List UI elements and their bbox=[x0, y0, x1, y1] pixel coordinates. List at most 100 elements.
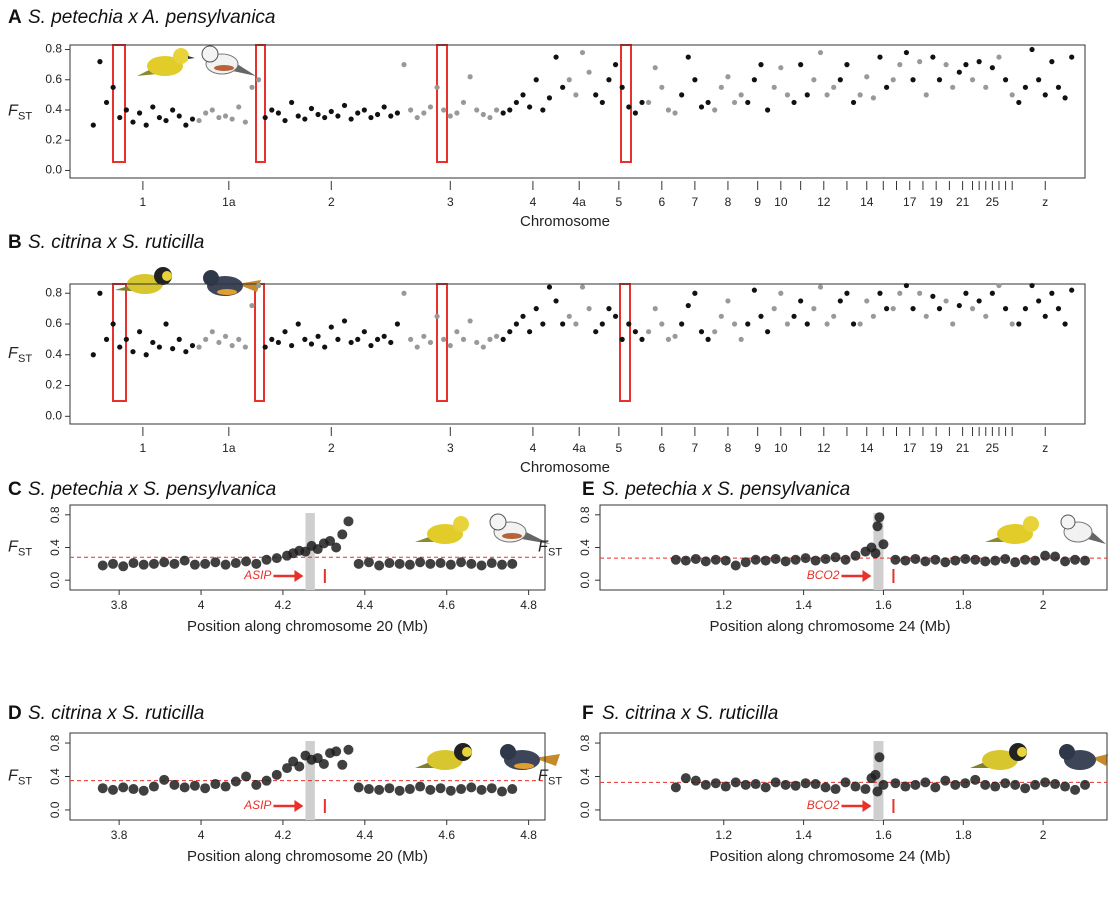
snp-point bbox=[620, 337, 625, 342]
panel-letter: E bbox=[582, 479, 595, 500]
snp-point bbox=[159, 775, 169, 785]
chromosome-label: 2 bbox=[328, 195, 335, 209]
chromosome-label: 3 bbox=[447, 441, 454, 455]
snp-point bbox=[990, 782, 1000, 792]
x-axis-label: Position along chromosome 20 (Mb) bbox=[187, 618, 428, 635]
snp-point bbox=[679, 321, 684, 326]
snp-point bbox=[1070, 785, 1080, 795]
snp-point bbox=[405, 560, 415, 570]
snp-point bbox=[1070, 555, 1080, 565]
snp-point bbox=[686, 303, 691, 308]
snp-point bbox=[163, 321, 168, 326]
snp-point bbox=[507, 329, 512, 334]
snp-point bbox=[262, 776, 272, 786]
snp-point bbox=[355, 110, 360, 115]
y-tick-label: 0.4 bbox=[578, 768, 592, 785]
snp-point bbox=[354, 782, 364, 792]
snp-point bbox=[474, 107, 479, 112]
chromosome-label: 12 bbox=[817, 195, 831, 209]
snp-point bbox=[331, 746, 341, 756]
x-tick-label: 4.2 bbox=[275, 828, 292, 842]
snp-point bbox=[721, 782, 731, 792]
snp-point bbox=[256, 77, 261, 82]
y-tick-label: 0.4 bbox=[578, 539, 592, 556]
snp-point bbox=[1036, 77, 1041, 82]
snp-point bbox=[230, 116, 235, 121]
x-axis-label: Position along chromosome 24 (Mb) bbox=[710, 618, 951, 635]
snp-point bbox=[877, 291, 882, 296]
snp-point bbox=[355, 337, 360, 342]
snp-point bbox=[216, 340, 221, 345]
snp-point bbox=[977, 59, 982, 64]
snp-point bbox=[1040, 777, 1050, 787]
snp-point bbox=[930, 294, 935, 299]
x-tick-label: 1.6 bbox=[875, 828, 892, 842]
snp-point bbox=[900, 556, 910, 566]
snp-point bbox=[466, 782, 476, 792]
y-tick-label: 0.8 bbox=[45, 285, 62, 299]
snp-point bbox=[731, 777, 741, 787]
snp-point bbox=[408, 337, 413, 342]
snp-point bbox=[924, 92, 929, 97]
snp-point bbox=[149, 782, 159, 792]
snp-point bbox=[461, 100, 466, 105]
snp-point bbox=[719, 314, 724, 319]
snp-point bbox=[1029, 47, 1034, 52]
snp-point bbox=[421, 110, 426, 115]
snp-point bbox=[163, 118, 168, 123]
snp-point bbox=[1060, 556, 1070, 566]
snp-point bbox=[996, 54, 1001, 59]
snp-point bbox=[910, 554, 920, 564]
y-axis-label-subscript: ST bbox=[18, 353, 32, 365]
snp-point bbox=[230, 343, 235, 348]
region-box bbox=[621, 45, 631, 162]
snp-point bbox=[679, 92, 684, 97]
snp-point bbox=[368, 343, 373, 348]
snp-point bbox=[329, 324, 334, 329]
snp-point bbox=[937, 306, 942, 311]
snp-point bbox=[711, 555, 721, 565]
snp-point bbox=[117, 344, 122, 349]
x-tick-label: 4.8 bbox=[520, 598, 537, 612]
snp-point bbox=[130, 349, 135, 354]
snp-point bbox=[870, 548, 880, 558]
snp-point bbox=[342, 103, 347, 108]
snp-point bbox=[850, 782, 860, 792]
snp-point bbox=[758, 62, 763, 67]
x-tick-label: 1.8 bbox=[955, 598, 972, 612]
snp-point bbox=[580, 50, 585, 55]
y-tick-label: 0.0 bbox=[45, 408, 62, 422]
y-tick-label: 0.8 bbox=[578, 506, 592, 523]
snp-point bbox=[343, 745, 353, 755]
snp-point bbox=[580, 284, 585, 289]
x-tick-label: 1.4 bbox=[795, 598, 812, 612]
snp-point bbox=[731, 560, 741, 570]
snp-point bbox=[91, 352, 96, 357]
snp-point bbox=[501, 110, 506, 115]
snp-point bbox=[706, 100, 711, 105]
x-axis-label: Chromosome bbox=[520, 213, 610, 230]
snp-point bbox=[672, 110, 677, 115]
snp-point bbox=[771, 554, 781, 564]
snp-point bbox=[1016, 321, 1021, 326]
snp-point bbox=[686, 54, 691, 59]
snp-point bbox=[798, 62, 803, 67]
snp-point bbox=[752, 288, 757, 293]
snp-point bbox=[534, 306, 539, 311]
snp-point bbox=[289, 100, 294, 105]
y-tick-label: 0.0 bbox=[48, 801, 62, 818]
snp-point bbox=[190, 116, 195, 121]
snp-point bbox=[990, 291, 995, 296]
panel: AS. petechia x A. pensylvanicaFST0.00.20… bbox=[8, 7, 1085, 230]
snp-point bbox=[587, 70, 592, 75]
snp-point bbox=[712, 329, 717, 334]
panel-letter: F bbox=[582, 703, 594, 724]
chromosome-label: 12 bbox=[817, 441, 831, 455]
snp-point bbox=[940, 776, 950, 786]
snp-point bbox=[672, 334, 677, 339]
snp-point bbox=[436, 783, 446, 793]
panel-title: S. citrina x S. ruticilla bbox=[28, 703, 204, 724]
snp-point bbox=[368, 115, 373, 120]
snp-point bbox=[831, 314, 836, 319]
snp-point bbox=[331, 543, 341, 553]
